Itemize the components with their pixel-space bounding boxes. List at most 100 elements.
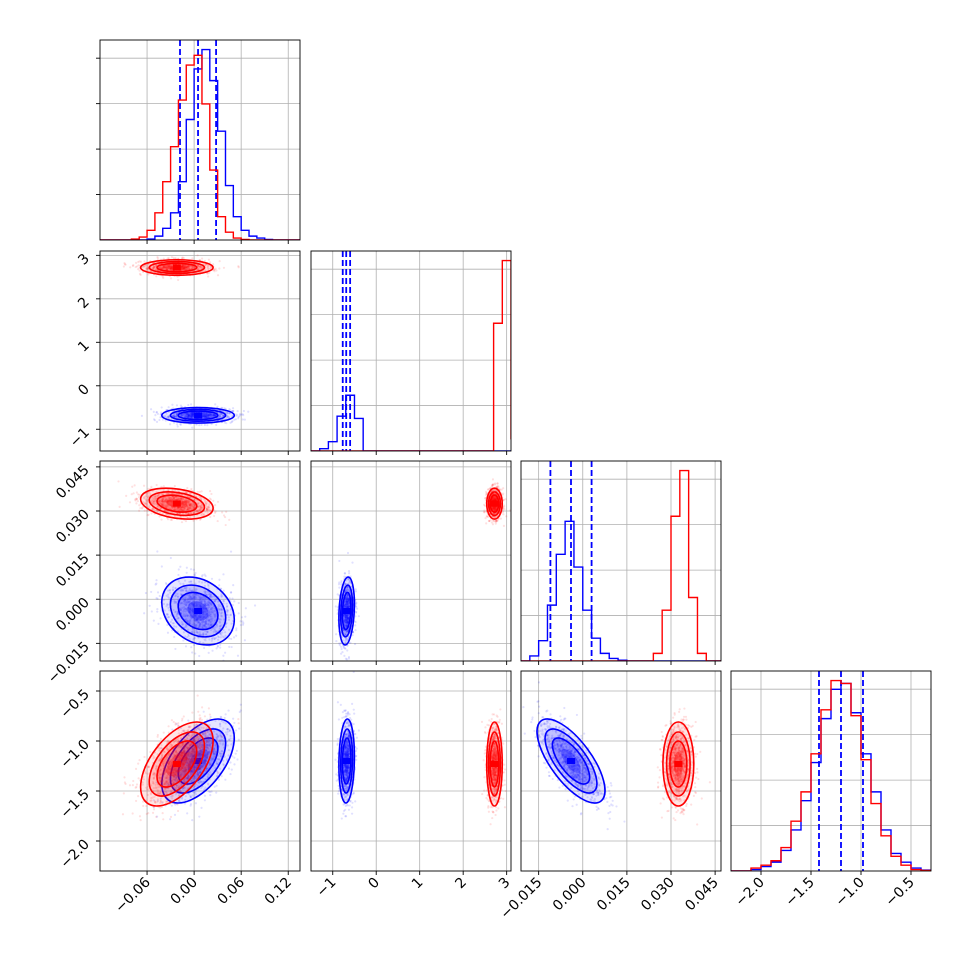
blue-sample-point	[243, 639, 247, 642]
blue-sample-point	[204, 590, 207, 593]
blue-sample-point	[345, 614, 348, 617]
red-sample-point	[183, 266, 187, 269]
blue-sample-point	[347, 597, 350, 600]
red-sample-point	[145, 267, 148, 270]
blue-sample-point	[166, 416, 169, 419]
blue-sample-point	[208, 414, 211, 417]
blue-sample-point	[194, 595, 197, 598]
blue-sample-point	[342, 615, 345, 618]
red-sample-point	[185, 265, 189, 269]
red-sample-point	[161, 266, 164, 270]
blue-sample-point	[202, 414, 205, 417]
blue-sample-point	[169, 620, 172, 624]
blue-sample-point	[219, 604, 222, 608]
blue-sample-point	[190, 412, 193, 416]
blue-sample-point	[191, 416, 194, 419]
blue-sample-point	[199, 599, 202, 602]
blue-sample-point	[191, 411, 194, 414]
blue-sample-point	[199, 633, 202, 636]
red-sample-point	[147, 487, 150, 490]
red-sample-point	[132, 264, 135, 267]
blue-sample-point	[343, 633, 347, 636]
red-sample-point	[142, 500, 145, 504]
blue-sample-point	[209, 413, 212, 416]
blue-sample-point	[186, 601, 189, 604]
blue-sample-point	[233, 418, 236, 421]
red-sample-point	[158, 266, 161, 270]
blue-sample-point	[164, 419, 167, 422]
blue-sample-point	[241, 620, 244, 623]
blue-sample-point	[196, 617, 199, 620]
blue-sample-point	[354, 611, 357, 614]
blue-sample-point	[189, 414, 192, 417]
red-sample-point	[215, 269, 218, 272]
blue-sample-point	[342, 614, 346, 617]
red-sample-point	[143, 502, 146, 505]
red-sample-point	[166, 504, 170, 507]
blue-sample-point	[344, 582, 347, 585]
blue-sample-point	[203, 624, 207, 627]
red-sample-point	[161, 500, 164, 503]
blue-sample-point	[345, 605, 348, 608]
red-sample-point	[145, 503, 149, 506]
blue-sample-point	[206, 602, 210, 605]
red-sample-point	[208, 271, 211, 274]
blue-sample-point	[155, 420, 159, 423]
blue-sample-point	[179, 593, 183, 596]
blue-sample-point	[349, 641, 352, 644]
red-sample-point	[182, 502, 185, 505]
blue-sample-point	[193, 604, 196, 607]
blue-sample-point	[182, 613, 186, 616]
red-sample-point	[205, 508, 209, 511]
blue-sample-point	[354, 588, 357, 591]
blue-sample-point	[195, 619, 199, 622]
y-tick-label: 0	[75, 381, 93, 399]
red-sample-point	[150, 270, 153, 273]
blue-sample-point	[345, 603, 348, 606]
blue-sample-point	[235, 414, 238, 417]
blue-sample-point	[206, 612, 209, 615]
red-sample-point	[205, 508, 208, 511]
red-sample-point	[191, 505, 195, 509]
blue-sample-point	[343, 604, 346, 607]
red-sample-point	[198, 509, 201, 512]
blue-sample-point	[215, 598, 218, 601]
red-sample-point	[161, 266, 164, 269]
blue-sample-point	[199, 604, 202, 608]
red-sample-point	[181, 506, 184, 509]
red-sample-point	[138, 509, 141, 512]
blue-sample-point	[347, 597, 350, 601]
red-sample-point	[172, 492, 175, 495]
red-sample-point	[176, 507, 179, 511]
red-sample-point	[169, 505, 172, 508]
red-sample-point	[179, 506, 182, 509]
blue-sample-point	[241, 623, 245, 626]
blue-sample-point	[343, 620, 346, 623]
blue-sample-point	[208, 611, 211, 614]
blue-sample-point	[345, 620, 348, 623]
panel-content	[100, 40, 300, 240]
blue-sample-point	[205, 607, 208, 610]
red-sample-point	[207, 508, 210, 511]
blue-sample-point	[202, 607, 205, 610]
red-sample-point	[138, 504, 141, 507]
blue-sample-point	[179, 565, 182, 568]
blue-sample-point	[344, 641, 347, 644]
blue-sample-point	[193, 636, 196, 639]
red-sample-point	[166, 264, 169, 267]
blue-sample-point	[184, 601, 187, 604]
blue-sample-point	[201, 623, 204, 626]
blue-sample-point	[184, 614, 187, 617]
red-sample-point	[123, 261, 126, 265]
blue-sample-point	[216, 645, 219, 648]
blue-sample-point	[197, 620, 200, 623]
blue-sample-point	[210, 422, 213, 426]
blue-sample-point	[347, 598, 350, 601]
blue-sample-point	[180, 589, 183, 592]
red-sample-point	[161, 500, 164, 503]
blue-sample-point	[174, 415, 178, 418]
blue-sample-point	[192, 618, 196, 621]
red-sample-point	[199, 504, 202, 508]
red-sample-point	[186, 267, 190, 270]
red-sample-point	[173, 495, 176, 498]
